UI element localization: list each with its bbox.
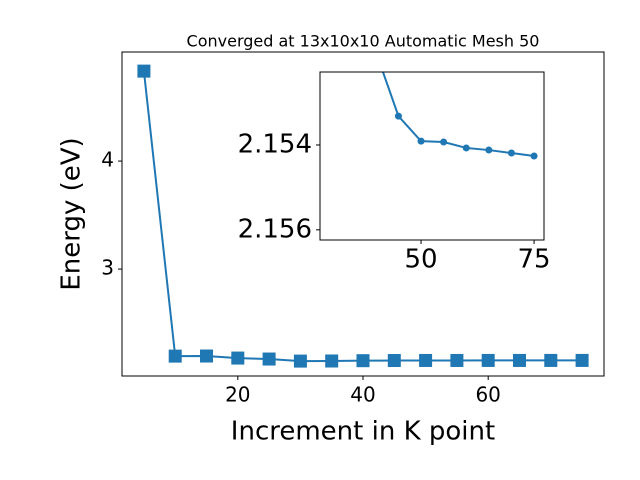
marker	[262, 352, 276, 366]
marker	[530, 152, 538, 160]
marker	[356, 354, 370, 368]
marker	[417, 137, 425, 145]
x-tick-label: 40	[350, 383, 375, 407]
plot-content	[381, 72, 538, 160]
marker	[440, 138, 448, 146]
marker	[481, 353, 495, 367]
axes-frame	[319, 71, 545, 241]
x-tick-label: 60	[475, 383, 500, 407]
marker	[450, 353, 464, 367]
marker	[325, 354, 339, 368]
marker	[419, 353, 433, 367]
marker	[394, 112, 402, 120]
y-tick-label: 2.156	[238, 214, 312, 244]
x-tick-label: 75	[518, 245, 551, 275]
marker	[575, 353, 589, 367]
marker	[387, 354, 401, 368]
marker	[507, 149, 515, 157]
x-axis-label: Increment in K point	[231, 417, 495, 447]
marker	[485, 146, 493, 154]
marker	[231, 351, 245, 365]
marker	[293, 354, 307, 368]
y-tick-label: 2.154	[238, 129, 312, 159]
x-tick-label: 20	[225, 383, 250, 407]
y-axis-label: Energy (eV)	[57, 137, 87, 290]
data-line	[381, 72, 535, 157]
marker	[137, 64, 151, 78]
y-tick-label: 3	[101, 256, 114, 280]
chart-title: Converged at 13x10x10 Automatic Mesh 50	[187, 32, 540, 51]
plot-content	[137, 64, 589, 368]
marker	[200, 349, 214, 363]
plot-area	[320, 72, 544, 240]
marker	[512, 353, 526, 367]
marker	[544, 353, 558, 367]
x-tick-label: 50	[404, 245, 437, 275]
marker	[462, 144, 470, 152]
y-tick-label: 4	[101, 148, 114, 172]
marker	[168, 349, 182, 363]
